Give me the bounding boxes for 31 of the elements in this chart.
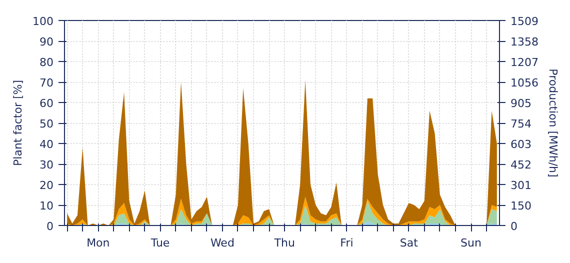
y-tick-label: 0 — [46, 220, 54, 233]
y2-tick-label: 1207 — [510, 56, 538, 70]
y2-tick-label: 603 — [510, 138, 532, 152]
y2-tick-label: 150 — [510, 200, 532, 213]
y-tick-label: 10 — [40, 200, 54, 212]
y-tick-label: 90 — [40, 36, 54, 48]
y2-tick-label: 1056 — [510, 76, 538, 90]
y2-axis-title: Production [MWh/h] — [546, 68, 560, 178]
x-tick-label: Mon — [86, 236, 110, 250]
x-tick-label: Sun — [460, 236, 482, 250]
x-tick-label: Wed — [210, 236, 234, 250]
y-axis-title: Plant factor [%] — [12, 80, 25, 166]
x-tick-label: Sat — [400, 236, 419, 250]
y-tick-label: 80 — [40, 56, 54, 69]
y-tick-label: 40 — [40, 138, 54, 151]
y-tick-label: 30 — [40, 158, 54, 172]
y-tick-label: 60 — [40, 97, 54, 110]
y-tick-label: 100 — [32, 15, 54, 28]
x-tick-label: Thu — [273, 236, 295, 250]
y2-tick-label: 0 — [510, 220, 518, 233]
y-tick-label: 50 — [40, 118, 54, 130]
y-tick-label: 70 — [40, 76, 54, 90]
y2-tick-label: 1509 — [510, 15, 538, 28]
x-tick-label: Tue — [150, 236, 170, 250]
y2-tick-label: 905 — [510, 97, 532, 110]
y-tick-label: 20 — [40, 179, 54, 192]
x-tick-label: Fri — [340, 236, 354, 250]
y2-tick-label: 452 — [510, 158, 532, 172]
y2-tick-label: 301 — [510, 179, 532, 192]
y2-tick-label: 754 — [510, 118, 532, 131]
y2-tick-label: 1358 — [510, 36, 538, 49]
